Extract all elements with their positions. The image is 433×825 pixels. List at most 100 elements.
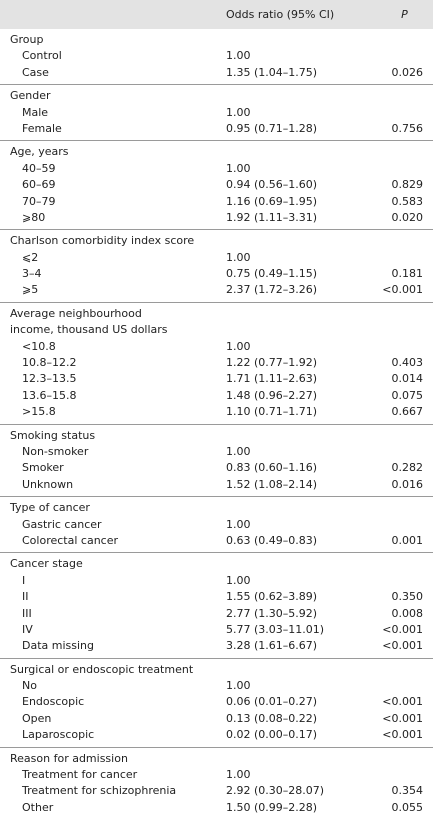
p-value: 0.075 — [391, 388, 424, 402]
row-label: 13.6–15.8 — [22, 388, 77, 402]
data-row: I 1.00 — [0, 573, 433, 589]
odds-ratio: 3.28 (1.61–6.67) — [226, 639, 318, 653]
data-row: Gastric cancer 1.00 — [0, 517, 433, 533]
data-row: Smoker 0.83 (0.60–1.16) 0.282 — [0, 460, 433, 476]
data-row: Laparoscopic 0.02 (0.00–0.17) <0.001 — [0, 727, 433, 743]
row-label: No — [22, 679, 37, 693]
row-label: Female — [22, 121, 62, 135]
p-value: 0.016 — [391, 477, 424, 491]
row-label: Smoker — [22, 461, 64, 475]
odds-ratio: 2.92 (0.30–28.07) — [226, 784, 325, 798]
row-label: Case — [22, 65, 49, 79]
p-value: 0.181 — [391, 267, 424, 281]
data-row: ⩽2 1.00 — [0, 250, 433, 266]
row-label: Treatment for cancer — [22, 768, 138, 782]
section: Smoking status Non-smoker 1.00 Smoker 0.83 (… — [0, 425, 433, 498]
data-row: Colorectal cancer 0.63 (0.49–0.83) 0.001 — [0, 533, 433, 549]
section: Group Control 1.00 Case 1.35 (1.04–1.75) 0.02… — [0, 29, 433, 86]
row-label: 40–59 — [22, 161, 56, 175]
section-title: Smoking status — [10, 428, 96, 442]
section-title-row: Gender — [0, 88, 433, 104]
p-value: 0.055 — [391, 800, 424, 814]
section-title-row: income, thousand US dollars — [0, 322, 433, 338]
section-title-row: Type of cancer — [0, 500, 433, 516]
empty-cell — [366, 48, 423, 64]
data-row: II 1.55 (0.62–3.89) 0.350 — [0, 589, 433, 605]
odds-ratio: 0.13 (0.08–0.22) — [226, 711, 318, 725]
p-value: 0.403 — [391, 356, 424, 370]
row-label: Treatment for schizophrenia — [22, 784, 177, 798]
p-value: 0.667 — [391, 405, 424, 419]
odds-ratio: 1.00 — [226, 339, 251, 353]
section-title-row: Cancer stage — [0, 556, 433, 572]
p-value: <0.001 — [382, 622, 423, 636]
odds-ratio: 1.10 (0.71–1.71) — [226, 405, 318, 419]
odds-ratio: 1.52 (1.08–2.14) — [226, 477, 318, 491]
row-label: Laparoscopic — [22, 728, 95, 742]
odds-ratio: 1.00 — [226, 161, 251, 175]
section-title: Type of cancer — [10, 501, 90, 515]
empty-cell — [366, 161, 423, 177]
p-value: 0.829 — [391, 178, 424, 192]
section-title: Cancer stage — [10, 557, 83, 571]
section-title-row: Average neighbourhood — [0, 306, 433, 322]
odds-ratio: 1.00 — [226, 105, 251, 119]
row-label: Data missing — [22, 639, 95, 653]
empty-cell — [366, 444, 423, 460]
data-row: 70–79 1.16 (0.69–1.95) 0.583 — [0, 194, 433, 210]
odds-ratio: 1.55 (0.62–3.89) — [226, 590, 318, 604]
data-row: Unknown 1.52 (1.08–2.14) 0.016 — [0, 477, 433, 493]
section: Surgical or endoscopic treatment No 1.00 En… — [0, 659, 433, 748]
empty-cell — [366, 678, 423, 694]
p-value: <0.001 — [382, 695, 423, 709]
section: Reason for admission Treatment for cancer… — [0, 748, 433, 820]
row-label: 10.8–12.2 — [22, 356, 77, 370]
row-label: Gastric cancer — [22, 517, 102, 531]
odds-ratio: 2.37 (1.72–3.26) — [226, 283, 318, 297]
p-value: 0.008 — [391, 606, 424, 620]
data-row: IV 5.77 (3.03–11.01) <0.001 — [0, 622, 433, 638]
odds-ratio: 0.95 (0.71–1.28) — [226, 121, 318, 135]
header-row: Odds ratio (95% CI) P — [0, 0, 433, 29]
data-row: Control 1.00 — [0, 48, 433, 64]
section-title-row: Surgical or endoscopic treatment — [0, 662, 433, 678]
data-row: III 2.77 (1.30–5.92) 0.008 — [0, 606, 433, 622]
odds-ratio: 2.77 (1.30–5.92) — [226, 606, 318, 620]
empty-cell — [366, 517, 423, 533]
odds-ratio: 1.00 — [226, 573, 251, 587]
odds-ratio: 0.06 (0.01–0.27) — [226, 695, 318, 709]
section-title: Surgical or endoscopic treatment — [10, 662, 194, 676]
empty-cell — [366, 250, 423, 266]
data-row: Treatment for cancer 1.00 — [0, 767, 433, 783]
odds-ratio: 1.00 — [226, 517, 251, 531]
section-title: Reason for admission — [10, 751, 128, 765]
p-value: 0.354 — [391, 784, 424, 798]
section-title-row: Group — [0, 32, 433, 48]
data-row: <10.8 1.00 — [0, 339, 433, 355]
data-row: Other 1.50 (0.99–2.28) 0.055 — [0, 800, 433, 816]
row-label: Endoscopic — [22, 695, 85, 709]
row-label: Other — [22, 800, 54, 814]
odds-ratio: 1.22 (0.77–1.92) — [226, 356, 318, 370]
empty-cell — [366, 573, 423, 589]
section: Average neighbourhood income, thousand US… — [0, 303, 433, 425]
row-label: ⩾5 — [22, 283, 39, 297]
header-cell — [0, 0, 226, 29]
data-row: Open 0.13 (0.08–0.22) <0.001 — [0, 711, 433, 727]
p-value: 0.756 — [391, 121, 424, 135]
odds-ratio: 1.71 (1.11–2.63) — [226, 372, 318, 386]
row-label: Colorectal cancer — [22, 533, 118, 547]
data-row: Female 0.95 (0.71–1.28) 0.756 — [0, 121, 433, 137]
data-row: ⩾5 2.37 (1.72–3.26) <0.001 — [0, 282, 433, 298]
odds-ratio: 0.83 (0.60–1.16) — [226, 461, 318, 475]
row-label: ⩾80 — [22, 210, 46, 224]
row-label: <10.8 — [22, 339, 56, 353]
data-row: 10.8–12.2 1.22 (0.77–1.92) 0.403 — [0, 355, 433, 371]
odds-ratio: 0.94 (0.56–1.60) — [226, 178, 318, 192]
odds-ratio: 1.92 (1.11–3.31) — [226, 210, 318, 224]
p-value: 0.350 — [391, 590, 424, 604]
row-label: 12.3–13.5 — [22, 372, 77, 386]
p-value: 0.583 — [391, 194, 424, 208]
row-label: I — [22, 573, 26, 587]
section-title-row: Reason for admission — [0, 751, 433, 767]
